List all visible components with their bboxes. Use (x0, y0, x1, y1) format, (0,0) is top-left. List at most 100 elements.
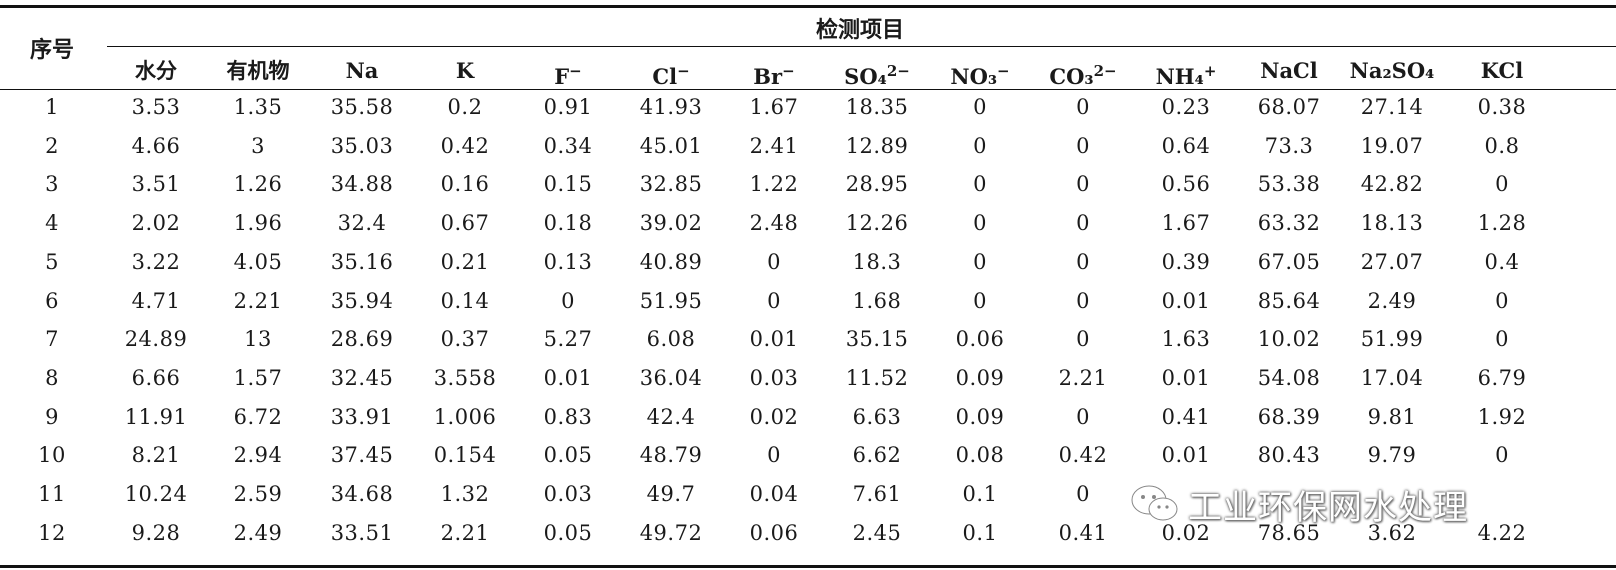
table-cell: 0 (973, 172, 987, 197)
table-cell: 34.68 (330, 482, 394, 506)
table-cell: 8.21 (131, 443, 181, 468)
table-cell: 0 (973, 288, 987, 313)
watermark: 工业环保网水处理 (1130, 478, 1468, 530)
header-bottom-rule (0, 89, 1616, 90)
table-cell: 6.66 (131, 365, 181, 390)
table-cell: 28.95 (845, 172, 909, 197)
wechat-icon (1130, 484, 1178, 521)
table-cell: 54.08 (1257, 365, 1321, 390)
table-cell: 0.56 (1161, 172, 1211, 197)
table-cell: 0.08 (955, 443, 1005, 468)
table-cell: 0.16 (440, 172, 490, 197)
table-cell: 2.41 (749, 133, 799, 158)
table-cell: 2.45 (852, 520, 902, 545)
table-cell: 32.45 (330, 365, 394, 390)
table-cell: 12.26 (845, 211, 909, 236)
table-cell: 0.15 (543, 172, 593, 197)
table-cell: 0.01 (749, 327, 799, 352)
table-cell: 6.72 (233, 404, 283, 429)
table-cell: 39.02 (639, 211, 703, 236)
table-cell: 10.24 (124, 482, 188, 506)
table-cell: 0 (1076, 133, 1090, 158)
column-header: 有机物 (226, 58, 290, 83)
table-cell: 0 (1076, 172, 1090, 197)
row-number: 5 (45, 249, 59, 274)
table-cell: 2.49 (233, 520, 283, 545)
table-cell: 73.3 (1264, 133, 1314, 158)
table-cell: 0.41 (1161, 404, 1211, 429)
table-cell: 3 (251, 133, 265, 158)
table-cell: 80.43 (1257, 443, 1321, 468)
table-cell: 0 (767, 288, 781, 313)
column-header: NH₄+ (1155, 62, 1217, 89)
table-cell: 0.21 (440, 249, 490, 274)
table-cell: 0.05 (543, 520, 593, 545)
row-number: 1 (45, 95, 59, 119)
table-cell: 0.01 (1161, 443, 1211, 468)
table-cell: 1.26 (233, 172, 283, 197)
table-cell: 4.71 (131, 288, 181, 313)
table-cell: 0.64 (1161, 133, 1211, 158)
table-cell: 10.02 (1257, 327, 1321, 352)
table-cell: 34.88 (330, 172, 394, 197)
row-number: 6 (45, 288, 59, 313)
column-header: KCl (1480, 58, 1524, 83)
table-cell: 1.67 (749, 95, 799, 119)
table-cell: 32.85 (639, 172, 703, 197)
table-cell: 0 (767, 443, 781, 468)
table-cell: 11.52 (845, 365, 909, 390)
table-cell: 3.51 (131, 172, 181, 197)
table-cell: 0.91 (543, 95, 593, 119)
table-cell: 0 (1076, 95, 1090, 119)
table-cell: 2.59 (233, 482, 283, 506)
table-cell: 0.4 (1484, 249, 1520, 274)
table-cell: 0.2 (447, 95, 483, 119)
table-cell: 0.03 (543, 482, 593, 506)
table-cell: 85.64 (1257, 288, 1321, 313)
table-cell: 4.05 (233, 249, 283, 274)
column-header: SO₄2− (844, 62, 910, 89)
table-cell: 68.39 (1257, 404, 1321, 429)
table-cell: 0.14 (440, 288, 490, 313)
table-cell: 9.81 (1367, 404, 1417, 429)
column-header: CO₃2− (1049, 62, 1117, 89)
table-cell: 0 (1495, 172, 1509, 197)
table-cell: 2.94 (233, 443, 283, 468)
table-cell: 1.006 (433, 404, 497, 429)
table-cell: 0.1 (962, 482, 998, 506)
table-cell: 0 (1076, 482, 1090, 506)
column-header: Cl− (652, 62, 690, 89)
row-number: 10 (38, 443, 66, 468)
table-cell: 1.28 (1477, 211, 1527, 236)
table-cell: 0 (767, 249, 781, 274)
table-cell: 0.83 (543, 404, 593, 429)
table-cell: 0.03 (749, 365, 799, 390)
table-cell: 6.08 (646, 327, 696, 352)
table-cell: 11.91 (124, 404, 188, 429)
table-cell: 63.32 (1257, 211, 1321, 236)
table-cell: 33.51 (330, 520, 394, 545)
table-cell: 51.99 (1360, 327, 1424, 352)
table-cell: 40.89 (639, 249, 703, 274)
table-cell: 35.58 (330, 95, 394, 119)
table-cell: 0.38 (1477, 95, 1527, 119)
table-cell: 18.3 (852, 249, 902, 274)
table-cell: 51.95 (639, 288, 703, 313)
top-rule (0, 5, 1616, 8)
table-cell: 0.06 (955, 327, 1005, 352)
table-cell: 35.15 (845, 327, 909, 352)
row-number: 8 (45, 365, 59, 390)
table-cell: 0.01 (1161, 365, 1211, 390)
table-cell: 18.13 (1360, 211, 1424, 236)
table-cell: 45.01 (639, 133, 703, 158)
table-cell: 2.21 (440, 520, 490, 545)
table-cell: 24.89 (124, 327, 188, 352)
table-cell: 27.14 (1360, 95, 1424, 119)
table-cell: 36.04 (639, 365, 703, 390)
table-cell: 0 (1495, 443, 1509, 468)
table-cell: 0 (1076, 404, 1090, 429)
table-cell: 6.62 (852, 443, 902, 468)
row-number: 4 (45, 211, 59, 236)
table-cell: 67.05 (1257, 249, 1321, 274)
seq-header: 序号 (29, 37, 75, 63)
